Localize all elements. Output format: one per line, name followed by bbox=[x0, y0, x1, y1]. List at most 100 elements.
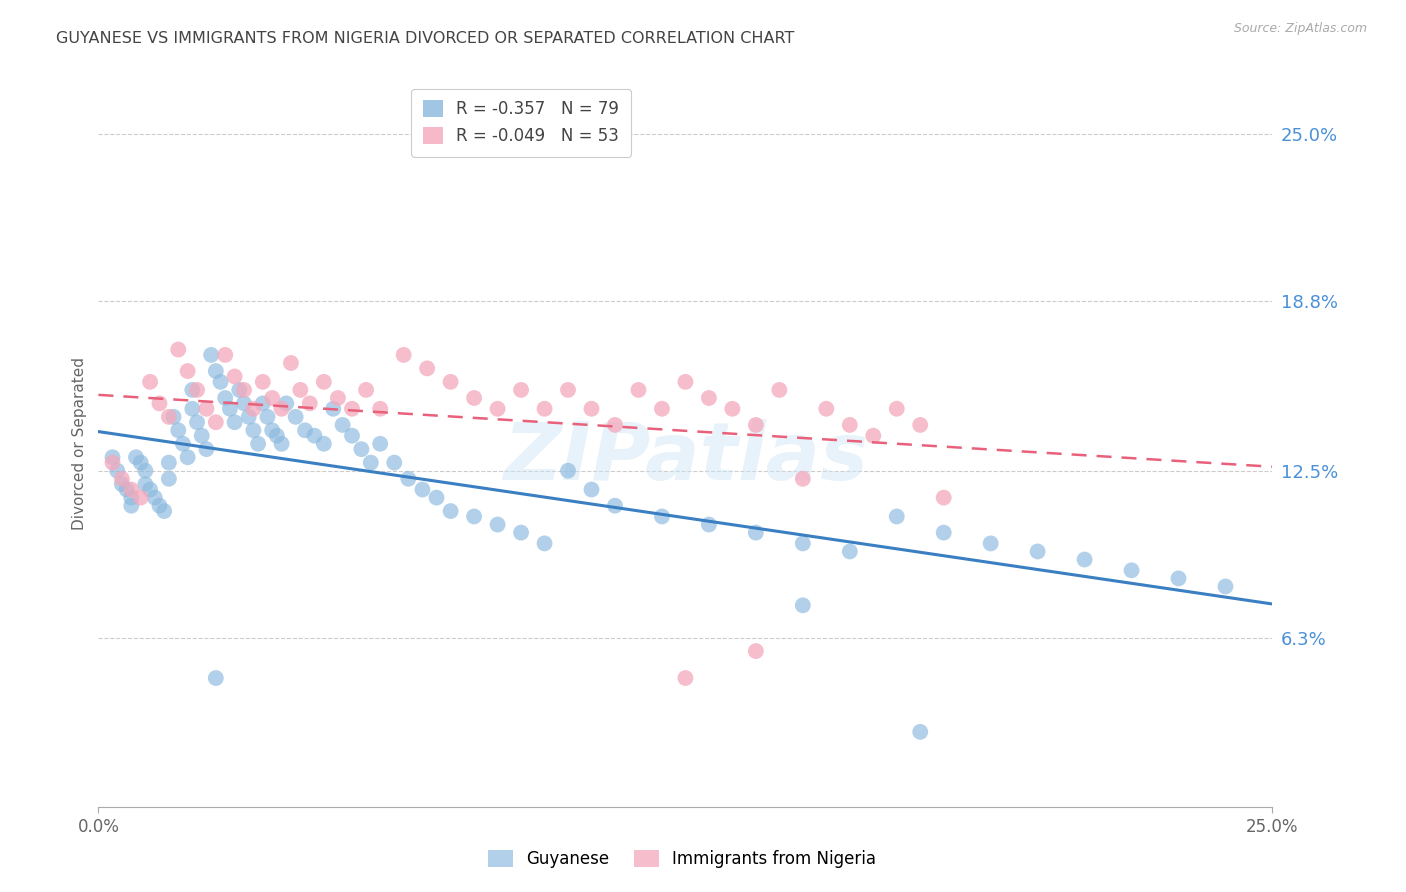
Point bbox=[111, 477, 134, 491]
Point bbox=[157, 472, 180, 486]
Point bbox=[340, 401, 363, 416]
Point bbox=[910, 724, 932, 739]
Point bbox=[276, 396, 298, 410]
Point bbox=[1167, 571, 1189, 585]
Point bbox=[886, 401, 908, 416]
Point bbox=[186, 415, 208, 429]
Point bbox=[368, 401, 391, 416]
Text: Source: ZipAtlas.com: Source: ZipAtlas.com bbox=[1233, 22, 1367, 36]
Point bbox=[172, 437, 194, 451]
Legend: R = -0.357   N = 79, R = -0.049   N = 53: R = -0.357 N = 79, R = -0.049 N = 53 bbox=[412, 88, 631, 157]
Point bbox=[312, 437, 335, 451]
Point bbox=[105, 464, 128, 478]
Point bbox=[209, 375, 232, 389]
Point bbox=[125, 450, 148, 465]
Text: GUYANESE VS IMMIGRANTS FROM NIGERIA DIVORCED OR SEPARATED CORRELATION CHART: GUYANESE VS IMMIGRANTS FROM NIGERIA DIVO… bbox=[56, 31, 794, 46]
Point bbox=[603, 417, 626, 432]
Point bbox=[186, 383, 208, 397]
Point bbox=[651, 401, 673, 416]
Point bbox=[129, 456, 152, 470]
Point bbox=[294, 423, 316, 437]
Point bbox=[120, 491, 142, 505]
Point bbox=[557, 383, 579, 397]
Point bbox=[627, 383, 650, 397]
Legend: Guyanese, Immigrants from Nigeria: Guyanese, Immigrants from Nigeria bbox=[481, 843, 883, 875]
Point bbox=[440, 375, 463, 389]
Point bbox=[392, 348, 415, 362]
Point bbox=[101, 456, 124, 470]
Point bbox=[815, 401, 838, 416]
Point bbox=[200, 348, 222, 362]
Point bbox=[368, 437, 391, 451]
Point bbox=[980, 536, 1002, 550]
Point bbox=[332, 417, 354, 432]
Point bbox=[266, 428, 288, 442]
Point bbox=[195, 401, 218, 416]
Point bbox=[382, 456, 405, 470]
Point bbox=[214, 391, 236, 405]
Point bbox=[167, 423, 190, 437]
Point bbox=[242, 423, 264, 437]
Point bbox=[280, 356, 302, 370]
Point bbox=[205, 364, 228, 378]
Point bbox=[932, 491, 955, 505]
Point bbox=[510, 383, 533, 397]
Point bbox=[120, 499, 142, 513]
Point bbox=[326, 391, 349, 405]
Point bbox=[675, 375, 697, 389]
Point bbox=[233, 396, 256, 410]
Point bbox=[270, 401, 292, 416]
Point bbox=[486, 517, 509, 532]
Point bbox=[581, 483, 603, 497]
Point bbox=[270, 437, 292, 451]
Point bbox=[224, 369, 246, 384]
Text: ZIPatlas: ZIPatlas bbox=[503, 419, 868, 498]
Point bbox=[252, 396, 274, 410]
Point bbox=[242, 401, 264, 416]
Point bbox=[115, 483, 138, 497]
Point bbox=[111, 472, 134, 486]
Point bbox=[134, 464, 156, 478]
Point bbox=[214, 348, 236, 362]
Point bbox=[360, 456, 382, 470]
Point bbox=[129, 491, 152, 505]
Point bbox=[838, 544, 860, 558]
Point bbox=[195, 442, 218, 457]
Point bbox=[298, 396, 321, 410]
Point bbox=[340, 428, 363, 442]
Point bbox=[181, 401, 204, 416]
Point bbox=[262, 423, 284, 437]
Point bbox=[792, 536, 814, 550]
Point bbox=[252, 375, 274, 389]
Point bbox=[322, 401, 344, 416]
Point bbox=[153, 504, 176, 518]
Point bbox=[745, 644, 768, 658]
Point bbox=[190, 428, 212, 442]
Point bbox=[134, 477, 156, 491]
Point bbox=[838, 417, 860, 432]
Point bbox=[862, 428, 884, 442]
Point bbox=[157, 456, 180, 470]
Point bbox=[603, 499, 626, 513]
Point bbox=[148, 396, 170, 410]
Point bbox=[162, 409, 184, 424]
Point bbox=[651, 509, 673, 524]
Point bbox=[745, 525, 768, 540]
Point bbox=[411, 483, 433, 497]
Point bbox=[557, 464, 579, 478]
Point bbox=[792, 599, 814, 613]
Point bbox=[533, 536, 555, 550]
Point bbox=[768, 383, 790, 397]
Point bbox=[1026, 544, 1049, 558]
Point bbox=[1121, 563, 1143, 577]
Point bbox=[312, 375, 335, 389]
Point bbox=[425, 491, 447, 505]
Point bbox=[581, 401, 603, 416]
Point bbox=[697, 517, 720, 532]
Point bbox=[233, 383, 256, 397]
Point bbox=[463, 391, 485, 405]
Point bbox=[1215, 579, 1237, 593]
Point bbox=[205, 415, 228, 429]
Point bbox=[176, 364, 198, 378]
Point bbox=[745, 417, 768, 432]
